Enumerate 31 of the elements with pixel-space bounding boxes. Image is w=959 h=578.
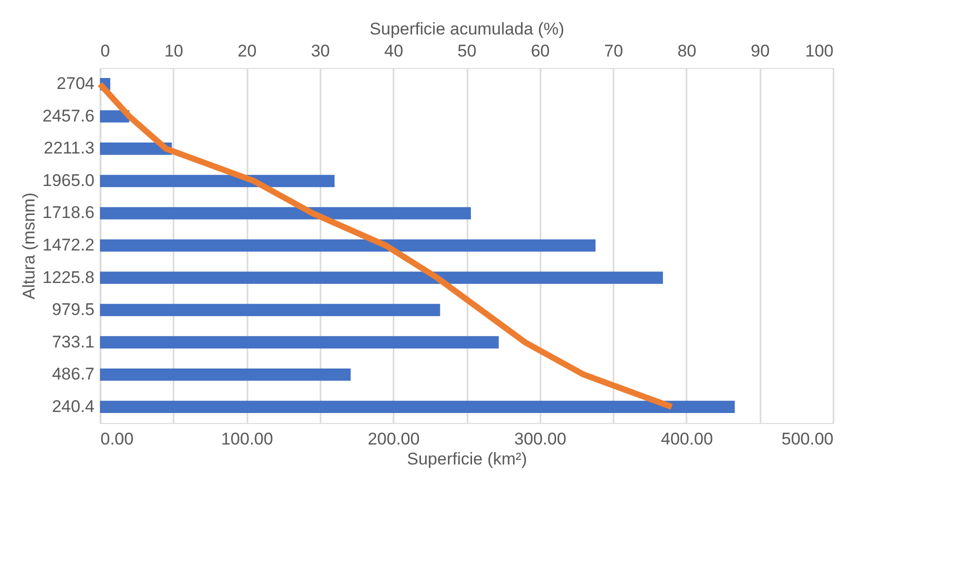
y-tick-label: 1718.6 (42, 203, 94, 222)
x2-tick-label: 60 (530, 42, 550, 60)
x-tick-label: 400.00 (660, 430, 713, 448)
x2-tick-label: 0 (100, 42, 110, 60)
x2-tick-label: 70 (604, 42, 624, 60)
y-tick-label: 979.5 (52, 300, 94, 320)
y-axis-title: Altura (msnm) (20, 192, 39, 300)
y-tick-label: 1965.0 (42, 170, 94, 190)
y-tick-label: 2457.6 (42, 106, 94, 126)
y-tick-label: 2211.3 (44, 138, 94, 158)
x-tick-label: 100.00 (221, 430, 274, 448)
x-tick-label: 300.00 (514, 430, 566, 448)
y-tick-label: 486.7 (52, 364, 94, 384)
x2-tick-label: 30 (310, 42, 330, 60)
x2-tick-label: 50 (458, 42, 476, 60)
y-tick-label: 1225.8 (42, 268, 94, 287)
x2-tick-label: 10 (164, 42, 184, 60)
x2-tick-label: 40 (384, 42, 404, 60)
x-tick-label: 500.00 (782, 430, 834, 448)
x2-tick-label: 80 (677, 42, 696, 60)
y-tick-label: 733.1 (52, 332, 94, 352)
x2-tick-label: 90 (750, 42, 770, 60)
y-tick-label: 240.4 (52, 396, 94, 416)
y-tick-label: 2704 (56, 74, 94, 94)
x2-tick-label: 20 (238, 42, 257, 60)
x2-axis-title: Superficie acumulada (%) (370, 20, 564, 38)
x-axis-title: Superficie (km²) (407, 450, 527, 468)
x-tick-label: 0.00 (100, 430, 134, 448)
y-tick-label: 1472.2 (42, 236, 94, 254)
x2-tick-label: 100 (805, 42, 834, 60)
x-tick-label: 200.00 (368, 430, 420, 448)
